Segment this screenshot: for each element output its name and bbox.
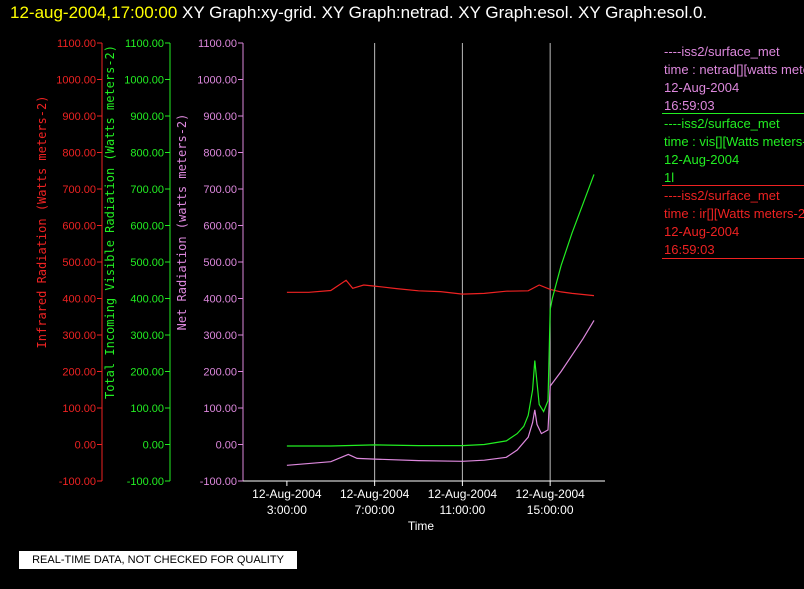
y-tick-label-ir: 0.00 bbox=[75, 440, 96, 452]
y-tick-label-netrad: 500.00 bbox=[203, 257, 237, 269]
y-axis-label-vis: Total Incoming Visible Radiation (Watts … bbox=[103, 45, 117, 399]
chart-title: 12-aug-2004,17:00:00 XY Graph:xy-grid. X… bbox=[10, 3, 707, 23]
y-tick-label-netrad: 100.00 bbox=[203, 403, 237, 415]
y-tick-label-ir: -100.00 bbox=[59, 476, 96, 488]
y-tick-label-netrad: 700.00 bbox=[203, 184, 237, 196]
x-axis: 12-Aug-2004 3:00:00 12-Aug-2004 7:00:00 12-A… bbox=[243, 480, 605, 533]
y-tick-label-vis: -100.00 bbox=[127, 476, 164, 488]
legend-date: 12-Aug-2004 bbox=[664, 224, 740, 239]
y-tick-label-vis: 1100.00 bbox=[125, 38, 164, 50]
y-tick-label-ir: 700.00 bbox=[62, 184, 96, 196]
legend-date: 12-Aug-2004 bbox=[664, 80, 740, 95]
legend-variable: time : ir[][Watts meters-2] bbox=[664, 206, 804, 221]
y-tick-label-netrad: 800.00 bbox=[203, 148, 237, 160]
series-line-vis bbox=[286, 174, 595, 447]
y-tick-label-netrad: 200.00 bbox=[203, 367, 237, 379]
legend-source: ----iss2/surface_met bbox=[664, 188, 780, 203]
y-tick-label-netrad: 400.00 bbox=[203, 294, 237, 306]
y-tick-label-ir: 500.00 bbox=[62, 257, 96, 269]
y-tick-label-netrad: 900.00 bbox=[203, 111, 237, 123]
y-tick-label-ir: 100.00 bbox=[62, 403, 96, 415]
grid-layer bbox=[374, 43, 551, 481]
y-tick-label-vis: 800.00 bbox=[130, 148, 164, 160]
x-tick-label-date: 12-Aug-2004 bbox=[340, 487, 410, 501]
x-tick-label-time: 11:00:00 bbox=[439, 503, 485, 517]
legend-entry-vis: ----iss2/surface_met time : vis[][Watts … bbox=[664, 115, 804, 187]
y-tick-label-vis: 0.00 bbox=[143, 440, 164, 452]
y-tick-label-ir: 300.00 bbox=[62, 330, 96, 342]
series-line-ir bbox=[286, 279, 595, 297]
axes-layer: 1100.00 1000.00 900.00 800.00 700.00 600.00 50… bbox=[35, 38, 244, 488]
x-tick-label-time: 3:00:00 bbox=[267, 503, 307, 517]
legend-divider bbox=[662, 258, 804, 259]
legend-entry-netrad: ----iss2/surface_met time : netrad[][wat… bbox=[664, 43, 804, 115]
y-tick-label-vis: 900.00 bbox=[130, 111, 164, 123]
y-tick-label-netrad: 1100.00 bbox=[198, 38, 237, 50]
y-tick-label-vis: 1000.00 bbox=[124, 75, 164, 87]
y-axis-label-ir: Infrared Radiation (Watts meters-2) bbox=[35, 96, 49, 349]
y-tick-label-vis: 500.00 bbox=[130, 257, 164, 269]
y-tick-label-ir: 600.00 bbox=[62, 221, 96, 233]
series-line-netrad bbox=[286, 320, 595, 466]
y-tick-label-ir: 900.00 bbox=[62, 111, 96, 123]
y-tick-label-ir: 800.00 bbox=[62, 148, 96, 160]
y-tick-label-vis: 400.00 bbox=[130, 294, 164, 306]
y-tick-label-netrad: 300.00 bbox=[203, 330, 237, 342]
y-tick-label-ir: 1000.00 bbox=[56, 75, 96, 87]
series-layer bbox=[286, 174, 595, 466]
legend-entry-ir: ----iss2/surface_met time : ir[][Watts m… bbox=[664, 187, 804, 259]
legend-date: 12-Aug-2004 bbox=[664, 152, 740, 167]
y-tick-label-netrad: 600.00 bbox=[203, 221, 237, 233]
y-axis-label-netrad: Net Radiation (watts meters-2) bbox=[175, 114, 189, 331]
y-tick-label-vis: 300.00 bbox=[130, 330, 164, 342]
title-datetime: 12-aug-2004,17:00:00 bbox=[10, 3, 178, 22]
x-tick-label-date: 12-Aug-2004 bbox=[515, 487, 585, 501]
y-tick-label-ir: 200.00 bbox=[62, 367, 96, 379]
y-tick-label-vis: 600.00 bbox=[130, 221, 164, 233]
legend-variable: time : netrad[][watts meters-2] bbox=[664, 62, 804, 77]
x-tick-label-time: 15:00:00 bbox=[527, 503, 574, 517]
legend-time: 16:59:03 bbox=[664, 242, 715, 257]
legend-variable: time : vis[][Watts meters-2] bbox=[664, 134, 804, 149]
legend-time: 1l bbox=[664, 170, 675, 185]
y-tick-label-netrad: 1000.00 bbox=[197, 75, 237, 87]
x-tick-label-date: 12-Aug-2004 bbox=[252, 487, 322, 501]
legend-time: 16:59:03 bbox=[664, 98, 715, 113]
legend-source: ----iss2/surface_met bbox=[664, 44, 780, 59]
x-tick-label-date: 12-Aug-2004 bbox=[428, 487, 498, 501]
x-tick-label-time: 7:00:00 bbox=[355, 503, 395, 517]
y-tick-label-ir: 1100.00 bbox=[57, 38, 96, 50]
y-tick-label-vis: 100.00 bbox=[130, 403, 164, 415]
y-tick-label-vis: 200.00 bbox=[130, 367, 164, 379]
quality-notice: REAL-TIME DATA, NOT CHECKED FOR QUALITY bbox=[19, 551, 297, 569]
legend-divider bbox=[662, 185, 804, 186]
legend-source: ----iss2/surface_met bbox=[664, 116, 780, 131]
y-tick-label-netrad: -100.00 bbox=[200, 476, 237, 488]
y-tick-label-netrad: 0.00 bbox=[216, 440, 237, 452]
legend-divider bbox=[662, 113, 804, 114]
y-tick-label-ir: 400.00 bbox=[62, 294, 96, 306]
x-axis-label: Time bbox=[408, 519, 435, 533]
y-tick-label-vis: 700.00 bbox=[130, 184, 164, 196]
title-graphs: XY Graph:xy-grid. XY Graph:netrad. XY Gr… bbox=[182, 3, 708, 22]
